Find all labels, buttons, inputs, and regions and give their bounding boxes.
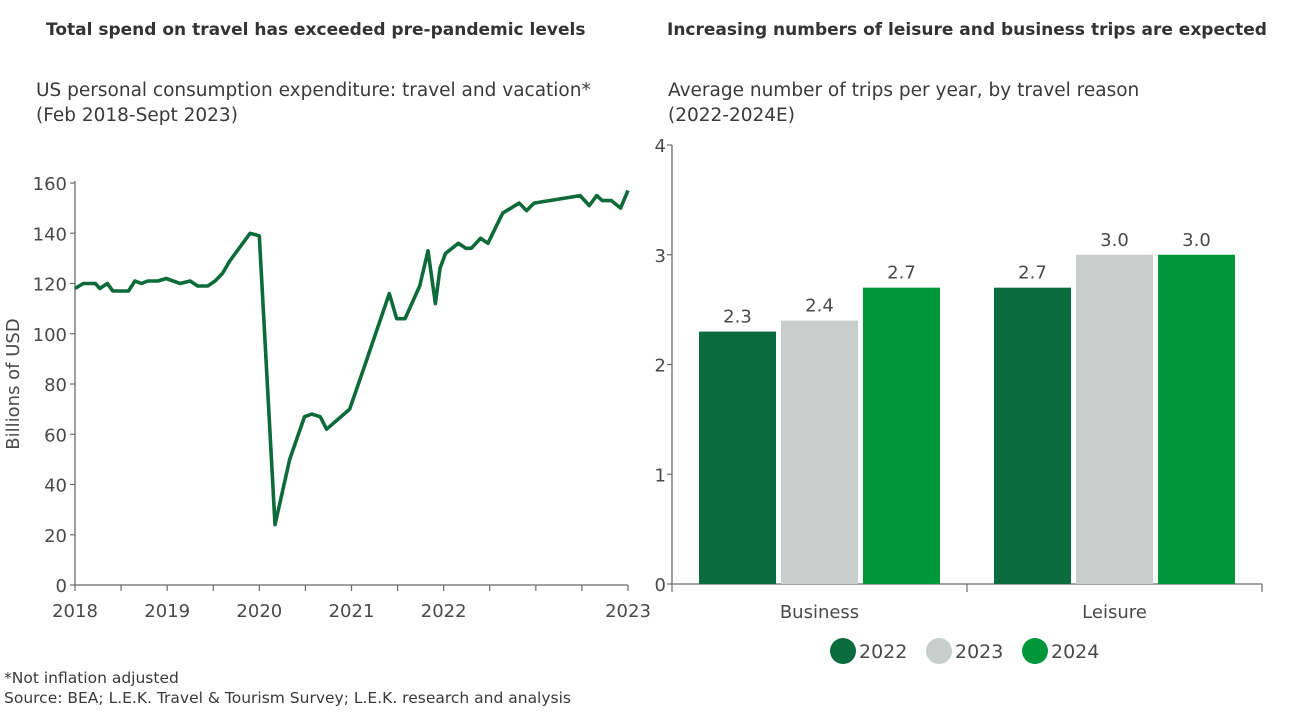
- y-tick-label: 20: [44, 526, 67, 547]
- legend-label-2024: 2024: [1051, 641, 1099, 663]
- x-tick-label: 2019: [144, 601, 190, 622]
- x-tick-label: 2023: [605, 601, 651, 622]
- legend-swatch-2023: [926, 638, 952, 664]
- source-note: Source: BEA; L.E.K. Travel & Tourism Sur…: [4, 689, 571, 707]
- bar-value-label: 2.7: [887, 263, 916, 284]
- bar-business-2023: [781, 320, 858, 584]
- right-heading: Increasing numbers of leisure and busine…: [667, 20, 1267, 40]
- legend-label-2023: 2023: [955, 641, 1003, 663]
- y-tick-label: 160: [33, 174, 67, 195]
- bar-leisure-2023: [1076, 254, 1153, 584]
- bar-leisure-2022: [994, 287, 1071, 584]
- left-subtitle: (Feb 2018-Sept 2023): [36, 105, 238, 126]
- y-tick-label: 0: [655, 575, 666, 596]
- right-chart-title: Average number of trips per year, by tra…: [668, 78, 1139, 128]
- x-tick-label: 2018: [52, 601, 98, 622]
- y-tick-label: 60: [44, 425, 67, 446]
- x-tick-label: 2022: [421, 601, 467, 622]
- bar-value-label: 3.0: [1100, 230, 1129, 251]
- legend-label-2022: 2022: [859, 641, 907, 663]
- bar-value-label: 2.7: [1018, 263, 1047, 284]
- x-tick-label: 2021: [329, 601, 375, 622]
- x-tick-label: 2020: [236, 601, 282, 622]
- bar-value-label: 2.3: [723, 307, 752, 328]
- legend-swatch-2022: [830, 638, 856, 664]
- y-tick-label: 80: [44, 375, 67, 396]
- spend-line: [74, 189, 630, 527]
- y-tick-label: 4: [655, 136, 666, 157]
- bar-business-2024: [863, 287, 940, 584]
- right-title: Average number of trips per year, by tra…: [668, 80, 1140, 101]
- right-subtitle: (2022-2024E): [668, 105, 795, 126]
- left-heading: Total spend on travel has exceeded pre-p…: [46, 20, 586, 40]
- left-title: US personal consumption expenditure: tra…: [36, 80, 591, 101]
- category-label-business: Business: [780, 602, 859, 623]
- y-tick-label: 1: [655, 465, 666, 486]
- category-label-leisure: Leisure: [1082, 602, 1147, 623]
- y-tick-label: 100: [33, 325, 67, 346]
- y-tick-label: 140: [33, 224, 67, 245]
- bar-leisure-2024: [1158, 254, 1235, 584]
- left-chart-title: US personal consumption expenditure: tra…: [36, 78, 591, 128]
- y-tick-label: 2: [655, 356, 666, 377]
- footnote: *Not inflation adjusted: [4, 669, 179, 687]
- y-tick-label: 3: [655, 246, 666, 267]
- y-tick-label: 120: [33, 275, 67, 296]
- y-tick-label: 40: [44, 476, 67, 497]
- y-tick-label: 0: [56, 576, 67, 597]
- legend-swatch-2024: [1022, 638, 1048, 664]
- bar-value-label: 2.4: [805, 296, 834, 317]
- y-axis-label: Billions of USD: [3, 318, 24, 449]
- bar-value-label: 3.0: [1182, 230, 1211, 251]
- bar-business-2022: [699, 331, 776, 584]
